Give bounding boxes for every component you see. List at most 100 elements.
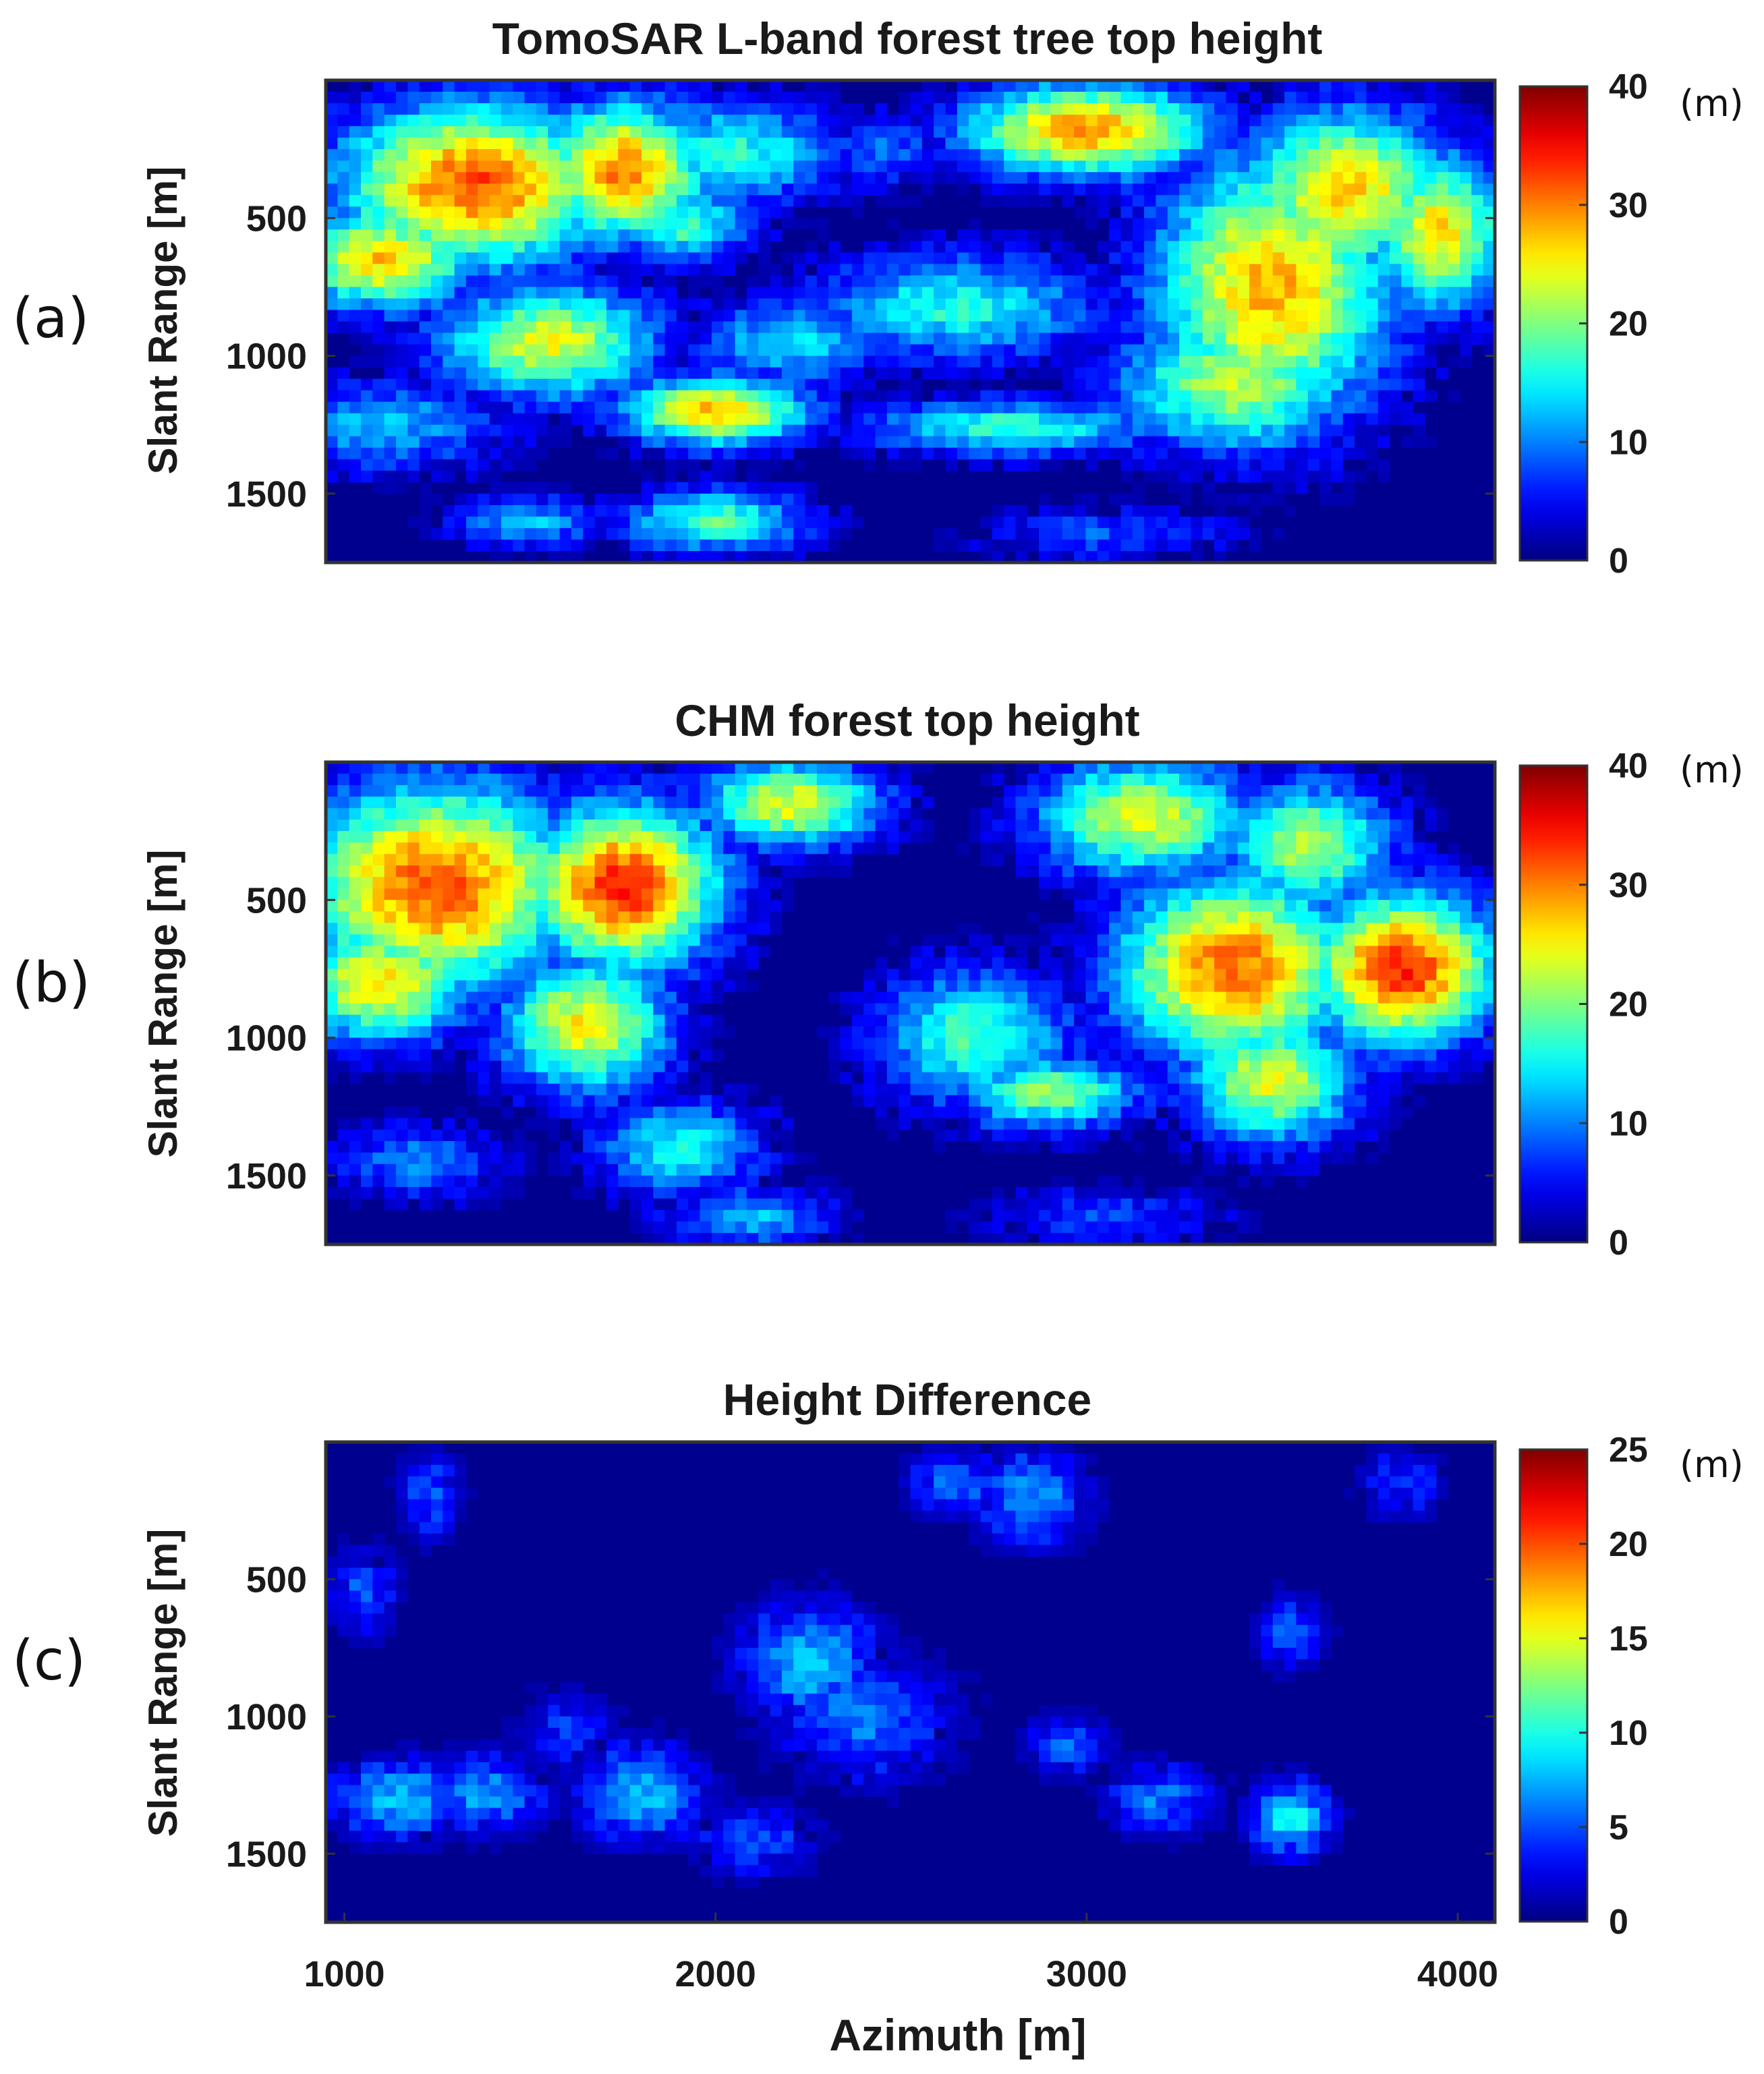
heatmap-cell [1366,774,1379,786]
heatmap-cell [1085,877,1098,889]
heatmap-cell [489,888,502,900]
heatmap-cell [1377,264,1390,276]
heatmap-cell [1401,92,1414,104]
heatmap-cell [1109,367,1122,380]
heatmap-cell [653,785,666,797]
heatmap-cell [1039,401,1052,414]
heatmap-cell [395,149,408,161]
heatmap-cell [524,865,537,877]
heatmap-cell [1471,206,1484,219]
heatmap-cell [629,539,642,552]
heatmap-cell [1377,762,1390,774]
heatmap-cell [594,218,607,230]
heatmap-cell [1483,900,1496,912]
heatmap-cell [489,333,502,345]
heatmap-cell [1050,774,1063,786]
heatmap-cell [360,413,373,426]
heatmap-cell [443,80,455,92]
heatmap-cell [1355,911,1367,923]
heatmap-cell [1296,424,1309,437]
heatmap-cell [723,946,736,958]
heatmap-cell [594,333,607,345]
heatmap-cell [1202,126,1215,138]
heatmap-cell [395,172,408,184]
heatmap-cell [1249,493,1261,506]
heatmap-cell [1249,774,1261,786]
heatmap-cell [1156,344,1168,357]
heatmap-cell [384,831,397,843]
heatmap-cell [1085,298,1098,311]
heatmap-cell [653,413,666,426]
heatmap-cell [676,149,689,161]
heatmap-cell [583,900,596,912]
heatmap-cell [945,172,958,184]
heatmap-cell [969,103,981,115]
heatmap-cell [443,762,455,774]
heatmap-cell [1074,774,1087,786]
heatmap-cell [571,229,584,241]
heatmap-cell [886,252,899,264]
heatmap-cell [395,934,408,946]
heatmap-cell [1109,252,1122,264]
heatmap-cell [1039,161,1052,173]
heatmap-cell [1015,539,1028,552]
heatmap-cell [1436,138,1449,150]
heatmap-cell [793,527,806,540]
heatmap-cell [758,539,771,552]
heatmap-cell [1120,229,1133,241]
heatmap-cell [641,321,654,334]
heatmap-cell [1144,195,1157,207]
heatmap-cell [886,447,899,460]
heatmap-cell [360,92,373,104]
heatmap-cell [548,321,561,334]
heatmap-cell [1062,785,1075,797]
heatmap-cell [1214,865,1227,877]
heatmap-cell [1377,333,1390,345]
heatmap-cell [1120,103,1133,115]
heatmap-cell [875,424,888,437]
heatmap-cell [1156,287,1168,299]
heatmap-cell [899,762,911,774]
heatmap-cell [337,378,350,391]
heatmap-cell [629,321,642,334]
heatmap-cell [1331,218,1344,230]
heatmap-cell [1237,149,1250,161]
heatmap-cell [1261,785,1274,797]
heatmap-cell [1191,206,1203,219]
heatmap-cell [1039,92,1052,104]
heatmap-cell [723,797,736,809]
heatmap-cell [501,80,513,92]
heatmap-cell [1214,424,1227,437]
heatmap-cell [384,92,397,104]
heatmap-cell [1296,413,1309,426]
heatmap-cell [875,762,888,774]
heatmap-cell [513,298,525,311]
heatmap-cell [1448,92,1460,104]
heatmap-cell [548,138,561,150]
heatmap-cell [758,195,771,207]
heatmap-cell [1249,275,1261,288]
panel-a-label: (a) [12,287,89,351]
heatmap-cell [524,126,537,138]
heatmap-cell [992,92,1004,104]
heatmap-cell [1319,333,1332,345]
heatmap-cell [653,229,666,241]
heatmap-cell [1226,287,1239,299]
heatmap-cell [723,459,736,471]
heatmap-cell [1377,470,1390,483]
heatmap-cell [1167,390,1180,403]
heatmap-cell [407,344,420,357]
heatmap-cell [723,436,736,449]
heatmap-cell [349,819,362,832]
heatmap-cell [372,149,385,161]
heatmap-cell [536,842,548,855]
heatmap-cell [641,854,654,866]
heatmap-cell [641,298,654,311]
heatmap-cell [851,183,864,196]
heatmap-cell [1226,252,1239,264]
heatmap-cell [1355,172,1367,184]
heatmap-cell [1390,161,1402,173]
heatmap-cell [1120,298,1133,311]
heatmap-cell [337,436,350,449]
heatmap-cell [524,321,537,334]
